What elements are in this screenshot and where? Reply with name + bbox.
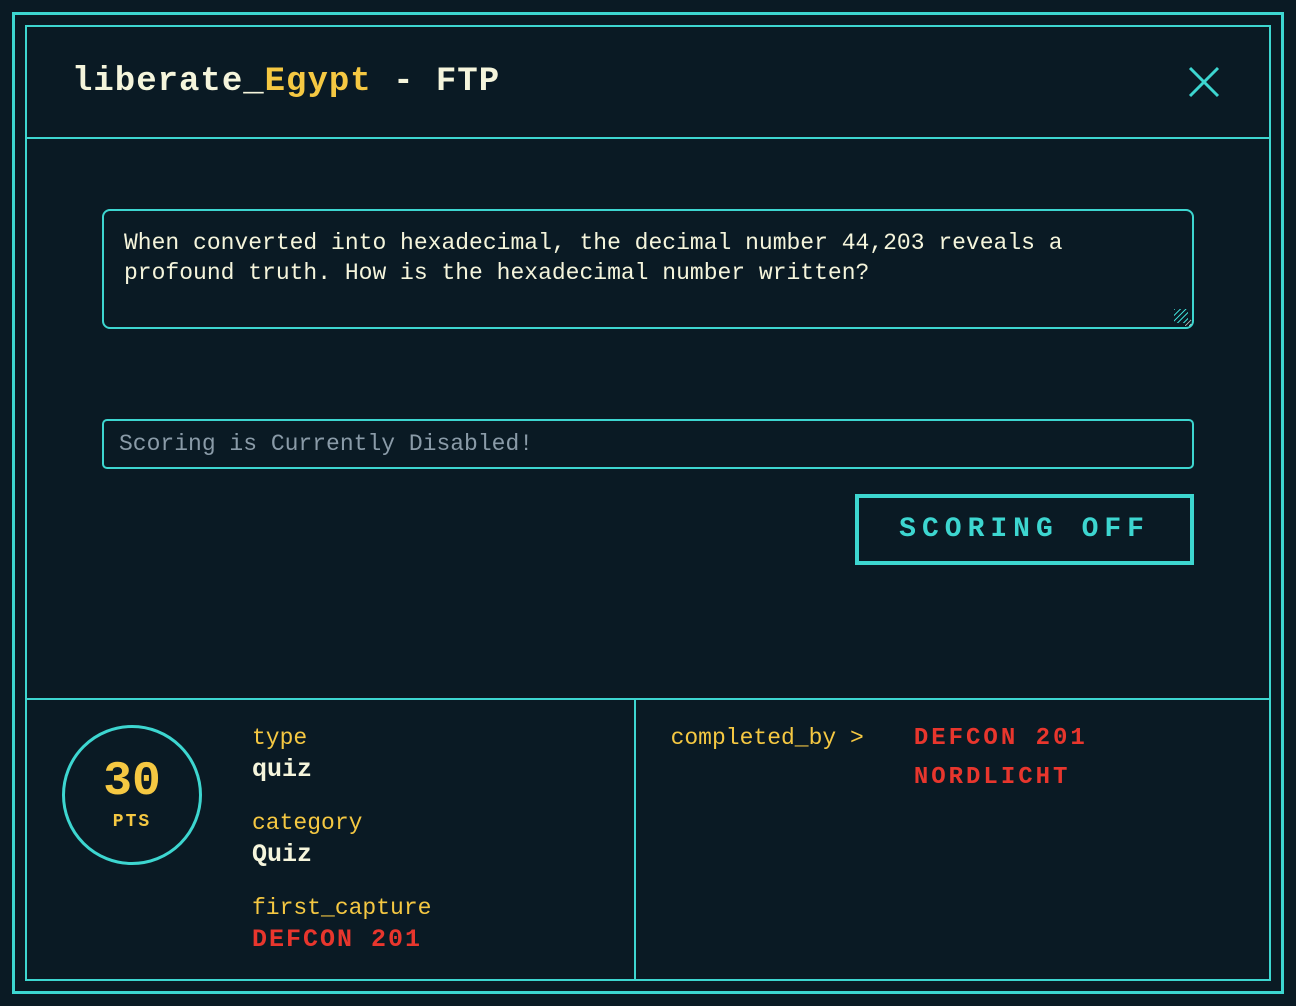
button-row: SCORING OFF bbox=[102, 494, 1194, 565]
meta-type-value: quiz bbox=[252, 755, 431, 784]
completed-by-item: NORDLICHT bbox=[914, 764, 1088, 791]
inner-frame: liberate_Egypt - FTP When converted into… bbox=[25, 25, 1271, 981]
question-text: When converted into hexadecimal, the dec… bbox=[102, 209, 1194, 329]
completed-by-item: DEFCON 201 bbox=[914, 725, 1088, 752]
completed-by-list: DEFCON 201 NORDLICHT bbox=[914, 725, 1088, 954]
meta-first-capture-key: first_capture bbox=[252, 895, 431, 921]
title-highlight: Egypt bbox=[265, 63, 372, 101]
points-badge: 30 PTS bbox=[62, 725, 202, 865]
meta-category-key: category bbox=[252, 810, 431, 836]
footer-left: 30 PTS type quiz category Quiz first_cap… bbox=[27, 700, 636, 979]
completed-by-label: completed_by > bbox=[671, 725, 864, 954]
meta-list: type quiz category Quiz first_capture DE… bbox=[252, 725, 431, 954]
modal-title: liberate_Egypt - FTP bbox=[72, 63, 500, 101]
outer-frame: liberate_Egypt - FTP When converted into… bbox=[12, 12, 1284, 994]
meta-type-key: type bbox=[252, 725, 431, 751]
title-suffix: - FTP bbox=[372, 63, 500, 101]
scoring-off-button[interactable]: SCORING OFF bbox=[855, 494, 1194, 565]
points-value: 30 bbox=[103, 758, 161, 806]
modal-header: liberate_Egypt - FTP bbox=[27, 27, 1269, 139]
modal-footer: 30 PTS type quiz category Quiz first_cap… bbox=[27, 698, 1269, 979]
meta-first-capture-value: DEFCON 201 bbox=[252, 925, 431, 954]
meta-category-value: Quiz bbox=[252, 840, 431, 869]
main-content: When converted into hexadecimal, the dec… bbox=[27, 139, 1269, 698]
answer-input[interactable] bbox=[102, 419, 1194, 469]
close-button[interactable] bbox=[1184, 62, 1224, 102]
points-label: PTS bbox=[113, 812, 151, 832]
title-prefix: liberate_ bbox=[72, 63, 265, 101]
close-icon bbox=[1186, 64, 1222, 100]
footer-right: completed_by > DEFCON 201 NORDLICHT bbox=[636, 700, 1269, 979]
